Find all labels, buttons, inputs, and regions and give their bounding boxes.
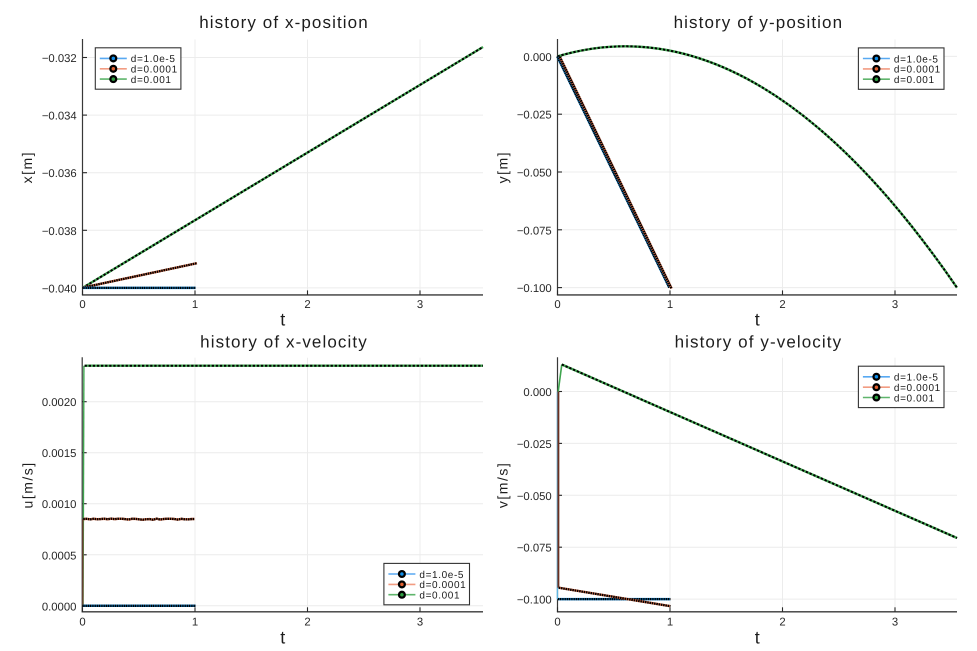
svg-text:t: t: [755, 309, 760, 329]
svg-text:t: t: [280, 627, 285, 647]
svg-text:d=0.001: d=0.001: [894, 393, 935, 404]
svg-text:0: 0: [554, 299, 560, 311]
svg-text:d=1.0e-5: d=1.0e-5: [894, 373, 939, 384]
svg-text:2: 2: [779, 299, 785, 311]
svg-text:0: 0: [79, 299, 85, 311]
svg-text:d=1.0e-5: d=1.0e-5: [894, 54, 939, 65]
svg-text:d=0.0001: d=0.0001: [894, 65, 941, 76]
svg-text:0.0005: 0.0005: [42, 550, 77, 562]
svg-text:−0.025: −0.025: [517, 439, 552, 451]
svg-text:x[m]: x[m]: [19, 151, 35, 183]
svg-text:−0.025: −0.025: [517, 110, 552, 122]
svg-text:0.0010: 0.0010: [42, 499, 77, 511]
svg-text:0.0020: 0.0020: [42, 397, 77, 409]
svg-text:3: 3: [417, 616, 423, 628]
svg-text:d=0.001: d=0.001: [419, 591, 460, 602]
svg-text:t: t: [755, 627, 760, 647]
svg-text:−0.075: −0.075: [517, 543, 552, 555]
svg-text:1: 1: [192, 616, 198, 628]
svg-text:history of x-velocity: history of x-velocity: [200, 332, 368, 351]
svg-text:1: 1: [667, 299, 673, 311]
svg-text:0.0000: 0.0000: [42, 601, 77, 613]
svg-text:d=0.0001: d=0.0001: [131, 65, 178, 76]
svg-text:d=0.0001: d=0.0001: [419, 580, 466, 591]
svg-text:0: 0: [79, 616, 85, 628]
svg-text:−0.075: −0.075: [517, 225, 552, 237]
svg-text:d=0.001: d=0.001: [131, 75, 172, 86]
svg-text:3: 3: [417, 299, 423, 311]
svg-text:−0.038: −0.038: [42, 226, 77, 238]
svg-text:−0.100: −0.100: [517, 595, 552, 607]
svg-text:t: t: [280, 309, 285, 329]
svg-text:1: 1: [192, 299, 198, 311]
svg-text:history of x-position: history of x-position: [199, 13, 369, 32]
svg-text:2: 2: [304, 299, 310, 311]
svg-text:−0.050: −0.050: [517, 491, 552, 503]
svg-text:y[m]: y[m]: [495, 151, 511, 183]
svg-text:3: 3: [892, 616, 898, 628]
svg-text:3: 3: [892, 299, 898, 311]
svg-text:history of y-velocity: history of y-velocity: [675, 332, 843, 351]
svg-text:−0.040: −0.040: [42, 283, 77, 295]
svg-text:−0.100: −0.100: [517, 283, 552, 295]
svg-text:d=0.001: d=0.001: [894, 75, 935, 86]
svg-text:v[m/s]: v[m/s]: [495, 462, 511, 508]
svg-text:−0.036: −0.036: [42, 168, 77, 180]
svg-text:−0.050: −0.050: [517, 168, 552, 180]
svg-text:d=0.0001: d=0.0001: [894, 383, 941, 394]
svg-text:1: 1: [667, 616, 673, 628]
svg-text:0.000: 0.000: [523, 52, 551, 64]
svg-text:0.0015: 0.0015: [42, 448, 77, 460]
svg-text:−0.032: −0.032: [42, 53, 77, 65]
svg-text:u[m/s]: u[m/s]: [19, 461, 35, 508]
svg-text:0.000: 0.000: [523, 387, 551, 399]
svg-text:d=1.0e-5: d=1.0e-5: [419, 570, 464, 581]
svg-text:d=1.0e-5: d=1.0e-5: [131, 54, 176, 65]
svg-text:2: 2: [779, 616, 785, 628]
svg-text:−0.034: −0.034: [42, 111, 77, 123]
svg-text:2: 2: [304, 616, 310, 628]
svg-text:0: 0: [554, 616, 560, 628]
svg-text:history of y-position: history of y-position: [674, 13, 844, 32]
